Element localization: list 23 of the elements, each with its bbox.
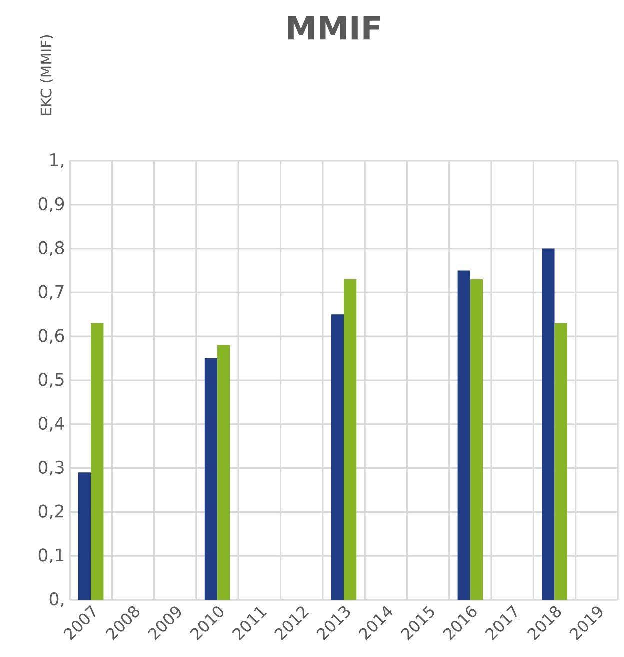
bar [554,323,568,600]
y-tick-label: 0,2 [38,504,64,520]
y-tick-label: 0,6 [38,329,64,344]
y-tick-label: 0,1 [38,548,64,564]
y-tick-label: 0,7 [38,285,64,300]
bar [331,314,344,600]
y-tick-label: 0,5 [38,373,64,388]
bar [204,358,218,600]
bar [470,280,484,600]
chart-title: MMIF [288,16,380,40]
bar [78,472,92,600]
bar [542,248,555,600]
bar [458,270,470,600]
y-tick-label: 0,9 [38,197,64,212]
bar [344,280,357,600]
y-axis-title: EKC (MMIF) [40,36,54,116]
y-tick-label: 0,8 [38,241,64,256]
y-tick-label: 1, [50,154,64,168]
bar [218,345,230,600]
y-tick-label: 0,4 [38,416,64,432]
bar [91,323,104,600]
y-tick-label: 0, [50,592,64,608]
y-tick-label: 0,3 [38,460,64,476]
